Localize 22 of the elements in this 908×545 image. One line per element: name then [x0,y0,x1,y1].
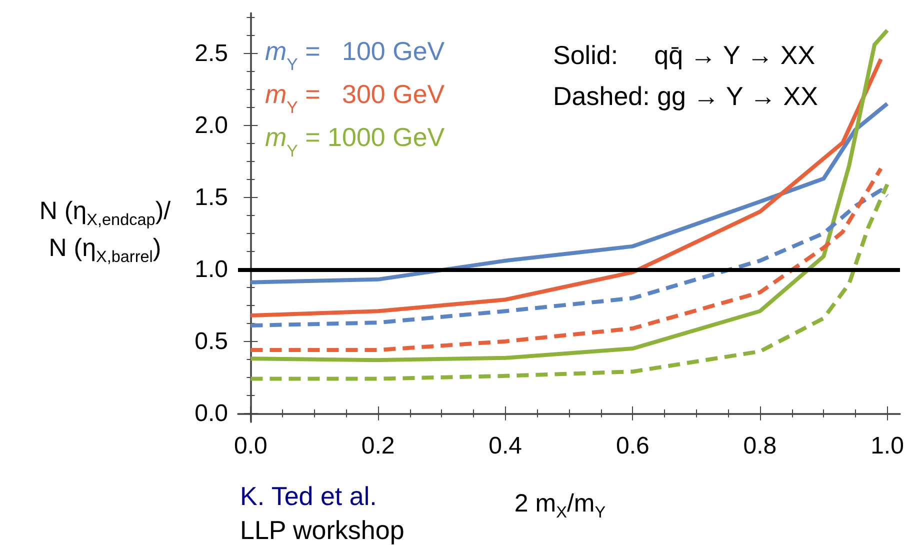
text: N (η$_{X,endcap}$)/N (η$_{X,barrel}$) [39,197,171,266]
text: K. Ted et al. [240,481,377,511]
line-series [248,182,890,381]
x-tick-label: 0.6 [616,432,650,460]
line-series [248,166,883,352]
y-tick-label: 1.5 [194,184,228,211]
x-tick-label: 0.4 [488,432,522,460]
x-tick-label: 0.2 [361,432,395,460]
text: LLP workshop [240,515,404,545]
y-tick-label: 1.0 [194,256,228,283]
x-tick-label: 1.0 [870,432,904,460]
y-tick-label: 2.0 [194,112,228,139]
y-tick-label: 0.0 [194,400,228,427]
annotation: Dashed: gg → Y → XX [553,81,818,111]
x-axis-title: 2 m$_{X}$/m$_{Y}$ [514,488,606,524]
x-tick-label: 0.0 [234,432,268,460]
y-tick-label: 0.5 [194,328,228,355]
y-tick-label: 2.5 [194,40,228,67]
line-series [248,188,890,328]
line-series [248,28,890,362]
annotation: Solid: qq̄ → Y → XX [553,40,816,70]
x-tick-label: 0.8 [743,432,777,460]
